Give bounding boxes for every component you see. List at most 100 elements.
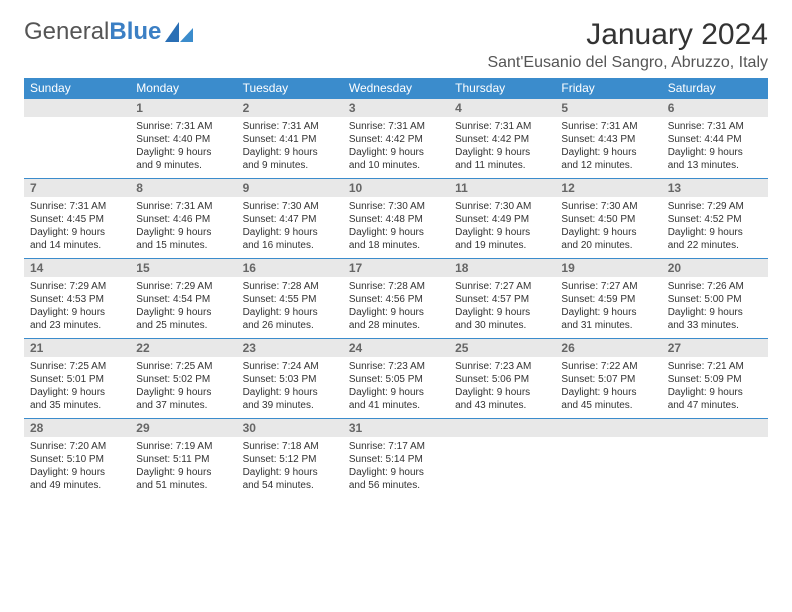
sunset-text: Sunset: 5:03 PM [243,373,337,386]
sunrise-text: Sunrise: 7:19 AM [136,440,230,453]
day-number-cell [449,419,555,438]
sunrise-text: Sunrise: 7:23 AM [455,360,549,373]
daylight-text: Daylight: 9 hours [668,306,762,319]
sunrise-text: Sunrise: 7:24 AM [243,360,337,373]
daylight-text: and 28 minutes. [349,319,443,332]
sunrise-text: Sunrise: 7:22 AM [561,360,655,373]
daylight-text: and 39 minutes. [243,399,337,412]
day-number-cell: 21 [24,339,130,358]
day-number-cell: 28 [24,419,130,438]
daylight-text: Daylight: 9 hours [136,146,230,159]
sunrise-text: Sunrise: 7:29 AM [30,280,124,293]
day-number-cell: 3 [343,99,449,118]
daylight-text: and 56 minutes. [349,479,443,492]
sunrise-text: Sunrise: 7:30 AM [455,200,549,213]
day-number-cell: 26 [555,339,661,358]
day-content-cell: Sunrise: 7:17 AMSunset: 5:14 PMDaylight:… [343,437,449,498]
day-content-cell: Sunrise: 7:30 AMSunset: 4:48 PMDaylight:… [343,197,449,259]
daylight-text: and 43 minutes. [455,399,549,412]
day-number-cell: 9 [237,179,343,198]
sunset-text: Sunset: 5:09 PM [668,373,762,386]
weekday-header: Wednesday [343,78,449,99]
sunset-text: Sunset: 4:45 PM [30,213,124,226]
day-number-cell: 23 [237,339,343,358]
day-content-cell: Sunrise: 7:31 AMSunset: 4:45 PMDaylight:… [24,197,130,259]
sunrise-text: Sunrise: 7:31 AM [349,120,443,133]
logo-word2: Blue [109,18,161,45]
sunrise-text: Sunrise: 7:30 AM [349,200,443,213]
daylight-text: and 35 minutes. [30,399,124,412]
sunrise-text: Sunrise: 7:20 AM [30,440,124,453]
sunset-text: Sunset: 4:55 PM [243,293,337,306]
daylight-text: Daylight: 9 hours [668,146,762,159]
daylight-text: Daylight: 9 hours [455,386,549,399]
daylight-text: and 26 minutes. [243,319,337,332]
day-number-row: 78910111213 [24,179,768,198]
daylight-text: Daylight: 9 hours [243,466,337,479]
month-title: January 2024 [487,18,768,52]
calendar-table: Sunday Monday Tuesday Wednesday Thursday… [24,78,768,498]
day-content-row: Sunrise: 7:20 AMSunset: 5:10 PM Daylight:… [24,437,768,498]
sunrise-text: Sunrise: 7:29 AM [668,200,762,213]
day-content-cell: Sunrise: 7:24 AMSunset: 5:03 PMDaylight:… [237,357,343,419]
daylight-text: Daylight: 9 hours [30,386,124,399]
sunset-text: Sunset: 4:42 PM [455,133,549,146]
sunset-text: Sunset: 4:54 PM [136,293,230,306]
daylight-text: Daylight: 9 hours [243,146,337,159]
day-number-cell [662,419,768,438]
daylight-text: and 18 minutes. [349,239,443,252]
daylight-text: Daylight: 9 hours [455,226,549,239]
day-number-cell [24,99,130,118]
daylight-text: Daylight: 9 hours [668,226,762,239]
day-content-cell: Sunrise: 7:31 AMSunset: 4:40 PMDaylight:… [130,117,236,179]
day-number-cell: 17 [343,259,449,278]
day-content-cell: Sunrise: 7:20 AMSunset: 5:10 PMDaylight:… [24,437,130,498]
day-content-cell: Sunrise: 7:25 AMSunset: 5:01 PMDaylight:… [24,357,130,419]
daylight-text: Daylight: 9 hours [561,306,655,319]
weekday-header: Thursday [449,78,555,99]
day-number-cell [555,419,661,438]
sunset-text: Sunset: 5:00 PM [668,293,762,306]
sunrise-text: Sunrise: 7:28 AM [243,280,337,293]
sunset-text: Sunset: 4:47 PM [243,213,337,226]
sunrise-text: Sunrise: 7:25 AM [136,360,230,373]
sunrise-text: Sunrise: 7:26 AM [668,280,762,293]
day-number-cell: 15 [130,259,236,278]
sunrise-text: Sunrise: 7:31 AM [136,200,230,213]
daylight-text: and 16 minutes. [243,239,337,252]
daylight-text: Daylight: 9 hours [136,226,230,239]
weekday-header: Saturday [662,78,768,99]
daylight-text: Daylight: 9 hours [30,306,124,319]
day-content-cell: Sunrise: 7:31 AMSunset: 4:41 PMDaylight:… [237,117,343,179]
day-number-cell: 24 [343,339,449,358]
day-content-cell: Sunrise: 7:21 AMSunset: 5:09 PMDaylight:… [662,357,768,419]
daylight-text: and 41 minutes. [349,399,443,412]
day-content-cell: Sunrise: 7:31 AMSunset: 4:42 PMDaylight:… [343,117,449,179]
sunset-text: Sunset: 4:50 PM [561,213,655,226]
day-number-cell: 25 [449,339,555,358]
sunset-text: Sunset: 5:12 PM [243,453,337,466]
sunset-text: Sunset: 5:14 PM [349,453,443,466]
daylight-text: Daylight: 9 hours [349,306,443,319]
sunset-text: Sunset: 4:59 PM [561,293,655,306]
daylight-text: Daylight: 9 hours [243,226,337,239]
day-number-cell: 8 [130,179,236,198]
day-number-cell: 31 [343,419,449,438]
day-number-cell: 18 [449,259,555,278]
day-content-cell: Sunrise: 7:31 AMSunset: 4:42 PMDaylight:… [449,117,555,179]
day-content-cell [555,437,661,498]
daylight-text: Daylight: 9 hours [136,466,230,479]
daylight-text: Daylight: 9 hours [136,386,230,399]
daylight-text: Daylight: 9 hours [455,146,549,159]
day-content-cell: Sunrise: 7:30 AMSunset: 4:49 PMDaylight:… [449,197,555,259]
sunset-text: Sunset: 4:42 PM [349,133,443,146]
day-number-cell: 6 [662,99,768,118]
daylight-text: Daylight: 9 hours [668,386,762,399]
weekday-header: Monday [130,78,236,99]
day-number-cell: 22 [130,339,236,358]
day-content-cell: Sunrise: 7:30 AMSunset: 4:50 PMDaylight:… [555,197,661,259]
sunset-text: Sunset: 5:10 PM [30,453,124,466]
sunset-text: Sunset: 5:06 PM [455,373,549,386]
daylight-text: and 30 minutes. [455,319,549,332]
day-number-cell: 11 [449,179,555,198]
